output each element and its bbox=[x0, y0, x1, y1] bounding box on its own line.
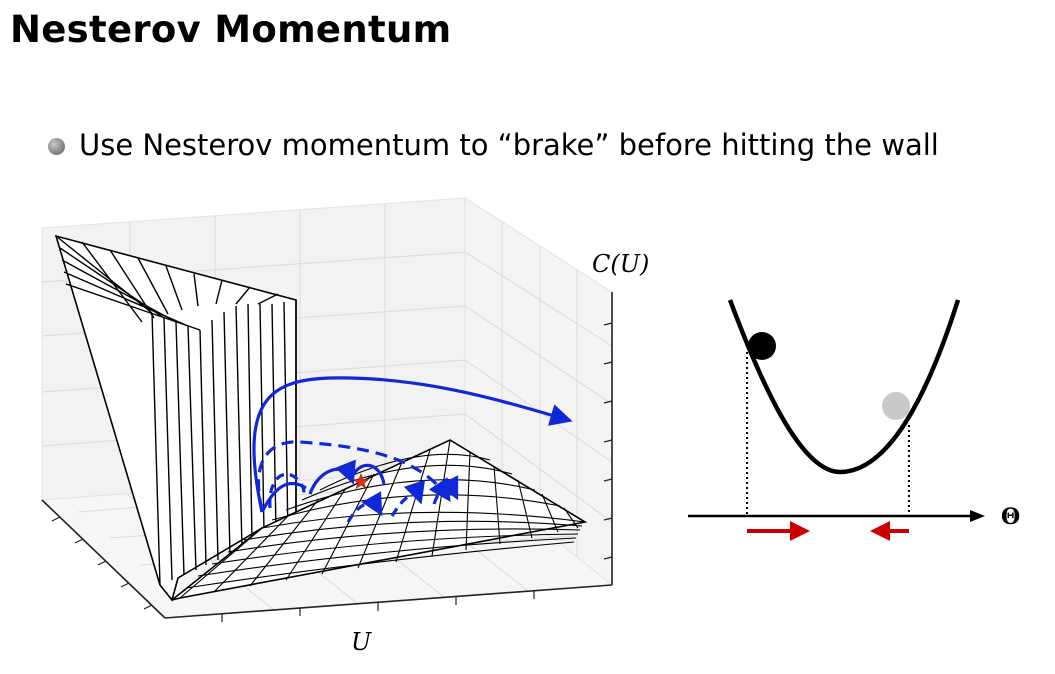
nesterov-dashed-hop-3 bbox=[390, 479, 426, 517]
x-axis-label: U bbox=[351, 628, 372, 656]
nesterov-hop-c bbox=[348, 463, 386, 485]
surface-mesh bbox=[171, 439, 588, 601]
nesterov-dashed-hop-2 bbox=[346, 491, 383, 523]
z-axis-label: C(U) bbox=[592, 250, 649, 278]
plot-axes bbox=[41, 292, 613, 619]
nesterov-dashed-path bbox=[256, 440, 451, 511]
nesterov-hop-b bbox=[308, 459, 356, 495]
minimum-star-icon bbox=[352, 473, 370, 490]
cliff-wall bbox=[54, 234, 297, 602]
bullet-text: Use Nesterov momentum to “brake” before … bbox=[79, 128, 939, 162]
nesterov-dashed-hop-4 bbox=[432, 475, 459, 505]
nesterov-hop-a bbox=[260, 481, 307, 513]
dark-ball-icon bbox=[748, 332, 776, 360]
axis-ticks bbox=[51, 322, 613, 622]
dotted-guides bbox=[746, 352, 910, 516]
loss-curve bbox=[727, 299, 961, 475]
light-ball-icon bbox=[882, 392, 910, 420]
theta-axis-label: Θ bbox=[1001, 504, 1020, 530]
bullet-item: Use Nesterov momentum to “brake” before … bbox=[48, 128, 939, 163]
theta-axis-arrowhead-icon bbox=[970, 510, 985, 522]
bullet-icon bbox=[48, 138, 65, 156]
surface-plot: C(U) U bbox=[40, 197, 649, 656]
slide-title: Nesterov Momentum bbox=[10, 8, 452, 51]
parabola-plot: Θ bbox=[688, 299, 1020, 541]
momentum-trajectories bbox=[252, 376, 573, 523]
nesterov-dashed-hop-1 bbox=[268, 472, 306, 509]
sgd-momentum-path bbox=[252, 376, 573, 513]
